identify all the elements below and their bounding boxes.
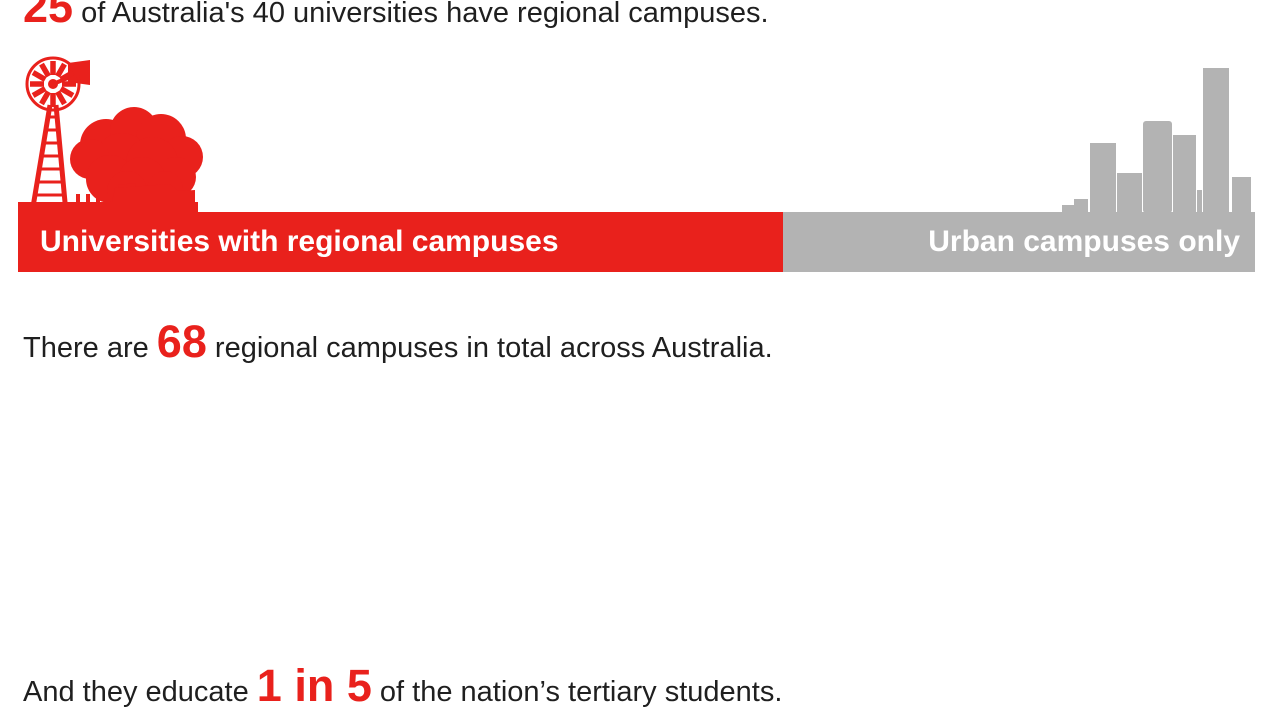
stat-universities-with-regional: 25 [23,0,74,32]
ground-strip [18,202,198,213]
statement-students-pre: And they educate [23,676,257,708]
bar-segment-regional: Universities with regional campuses [18,212,783,272]
campus-share-bar: Universities with regional campuses Urba… [18,212,1255,272]
headline-universities-text: of Australia's 40 universities have regi… [73,0,769,29]
statement-students-post: of the nation’s tertiary students. [371,676,783,708]
bar-segment-urban-label: Urban campuses only [928,225,1240,258]
city-skyline-icon [1062,68,1251,213]
headline-universities: 25 of Australia's 40 universities have r… [23,0,769,29]
people-pictogram [0,400,1280,630]
stat-regional-campuses-total: 68 [156,316,207,367]
windmill-icon [25,56,90,213]
statement-campuses-post: regional campuses in total across Austra… [206,332,773,364]
stat-one-in-five: 1 in 5 [256,660,372,711]
statement-campuses: There are 68 regional campuses in total … [23,319,773,364]
statement-campuses-pre: There are [23,332,157,364]
statement-students: And they educate 1 in 5 of the nation’s … [23,663,782,708]
windmill-and-tree-icon [18,56,203,213]
bar-segment-regional-label: Universities with regional campuses [40,225,559,258]
bar-segment-urban: Urban campuses only [783,212,1255,272]
farm-shed-icon [18,184,198,213]
